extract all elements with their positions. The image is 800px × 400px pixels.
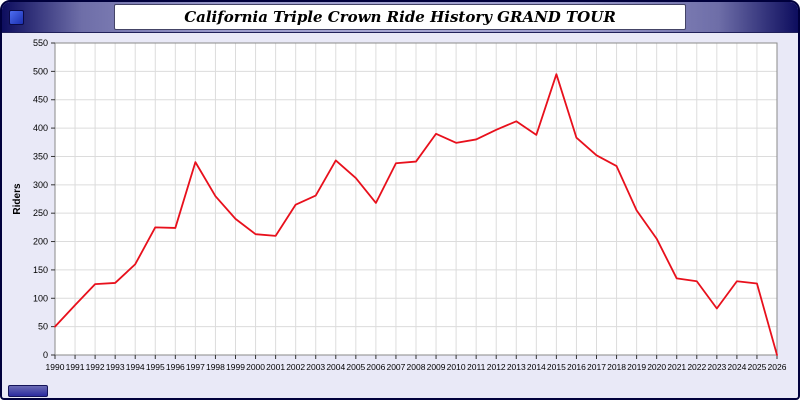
svg-text:2011: 2011: [467, 362, 486, 372]
svg-text:1991: 1991: [66, 362, 85, 372]
svg-text:100: 100: [33, 293, 48, 303]
titlebar: California Triple Crown Ride History GRA…: [2, 2, 798, 33]
svg-text:2013: 2013: [507, 362, 526, 372]
svg-text:150: 150: [33, 265, 48, 275]
svg-text:2003: 2003: [306, 362, 325, 372]
window-icon[interactable]: [9, 10, 24, 25]
svg-text:2000: 2000: [246, 362, 265, 372]
svg-text:1990: 1990: [46, 362, 65, 372]
svg-text:400: 400: [33, 123, 48, 133]
bottom-bar: [2, 383, 798, 398]
svg-text:2018: 2018: [607, 362, 626, 372]
svg-text:2014: 2014: [527, 362, 546, 372]
svg-text:350: 350: [33, 151, 48, 161]
svg-text:2004: 2004: [326, 362, 345, 372]
window-title: California Triple Crown Ride History GRA…: [114, 4, 686, 30]
svg-text:0: 0: [43, 350, 48, 360]
svg-text:2024: 2024: [727, 362, 746, 372]
svg-text:2005: 2005: [346, 362, 365, 372]
svg-text:1996: 1996: [166, 362, 185, 372]
svg-text:2010: 2010: [447, 362, 466, 372]
svg-text:Riders: Riders: [12, 183, 23, 215]
svg-text:2026: 2026: [768, 362, 787, 372]
bottom-left-chip[interactable]: [8, 385, 48, 397]
svg-text:2022: 2022: [687, 362, 706, 372]
svg-text:300: 300: [33, 180, 48, 190]
svg-text:1997: 1997: [186, 362, 205, 372]
svg-text:200: 200: [33, 237, 48, 247]
svg-text:1994: 1994: [126, 362, 145, 372]
svg-text:2007: 2007: [386, 362, 405, 372]
svg-text:2021: 2021: [667, 362, 686, 372]
svg-text:2017: 2017: [587, 362, 606, 372]
svg-text:2009: 2009: [427, 362, 446, 372]
svg-text:2012: 2012: [487, 362, 506, 372]
svg-text:2023: 2023: [707, 362, 726, 372]
svg-text:50: 50: [38, 322, 48, 332]
svg-text:1998: 1998: [206, 362, 225, 372]
svg-text:1995: 1995: [146, 362, 165, 372]
svg-text:550: 550: [33, 38, 48, 48]
svg-text:2019: 2019: [627, 362, 646, 372]
svg-text:2020: 2020: [647, 362, 666, 372]
chart-area: 0 50 100 150 200 250 300 350 400 450 500 550 1990 199…: [2, 33, 798, 383]
svg-text:250: 250: [33, 208, 48, 218]
svg-text:500: 500: [33, 66, 48, 76]
svg-text:1993: 1993: [106, 362, 125, 372]
svg-text:2006: 2006: [366, 362, 385, 372]
svg-text:2025: 2025: [747, 362, 766, 372]
svg-text:450: 450: [33, 95, 48, 105]
svg-text:1992: 1992: [86, 362, 105, 372]
svg-text:2016: 2016: [567, 362, 586, 372]
svg-text:2002: 2002: [286, 362, 305, 372]
svg-text:2008: 2008: [407, 362, 426, 372]
svg-text:2015: 2015: [547, 362, 566, 372]
svg-text:2001: 2001: [266, 362, 285, 372]
svg-text:1999: 1999: [226, 362, 245, 372]
